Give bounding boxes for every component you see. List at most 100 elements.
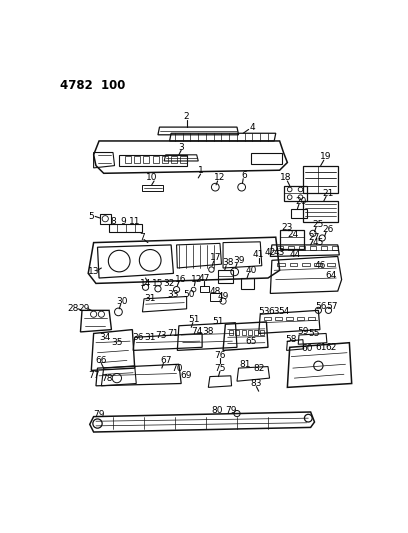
Text: 57: 57 xyxy=(326,302,337,311)
Text: 51: 51 xyxy=(188,315,200,324)
Bar xyxy=(229,330,233,335)
Text: 80: 80 xyxy=(212,406,223,415)
Text: 31: 31 xyxy=(144,294,156,303)
Text: 41: 41 xyxy=(253,251,264,260)
Text: 13: 13 xyxy=(88,268,100,276)
Text: 29: 29 xyxy=(78,304,89,313)
Text: 14: 14 xyxy=(140,279,151,288)
Text: 16: 16 xyxy=(175,275,187,284)
Text: 2: 2 xyxy=(184,112,189,121)
Text: 61: 61 xyxy=(315,343,326,352)
Bar xyxy=(210,294,222,301)
Text: 27: 27 xyxy=(309,233,320,241)
Text: 56: 56 xyxy=(315,302,326,311)
Text: 32: 32 xyxy=(163,279,175,288)
Text: 10: 10 xyxy=(146,173,157,182)
Text: 69: 69 xyxy=(181,372,193,381)
Bar xyxy=(200,286,209,292)
Text: 44: 44 xyxy=(290,251,301,260)
Text: 34: 34 xyxy=(100,333,111,342)
Bar xyxy=(286,317,293,320)
Text: 49: 49 xyxy=(217,292,229,301)
Bar xyxy=(288,246,294,249)
Text: 15: 15 xyxy=(152,279,164,288)
Bar xyxy=(290,263,297,266)
Text: 74: 74 xyxy=(191,327,202,336)
Text: 64: 64 xyxy=(326,271,337,280)
Bar xyxy=(162,156,168,163)
Text: 79: 79 xyxy=(225,406,237,415)
Bar xyxy=(264,317,271,320)
Text: 21: 21 xyxy=(323,189,334,198)
Text: 26: 26 xyxy=(323,225,334,234)
Text: 53: 53 xyxy=(258,308,270,317)
Text: 8: 8 xyxy=(110,217,116,227)
Text: 30: 30 xyxy=(117,297,128,305)
Text: 7: 7 xyxy=(140,233,145,241)
Bar xyxy=(242,330,246,335)
Text: 58: 58 xyxy=(286,335,297,344)
Bar xyxy=(134,156,140,163)
Text: 50: 50 xyxy=(183,290,195,300)
Text: 76: 76 xyxy=(214,351,226,360)
Bar xyxy=(260,330,264,335)
Text: 12: 12 xyxy=(191,275,202,284)
Bar xyxy=(248,330,252,335)
Text: 83: 83 xyxy=(251,379,262,388)
Text: 12: 12 xyxy=(214,173,226,182)
Text: 38: 38 xyxy=(202,327,213,336)
Text: 38: 38 xyxy=(222,258,233,267)
Text: 23: 23 xyxy=(282,223,293,232)
Bar xyxy=(277,263,285,266)
Text: 65: 65 xyxy=(245,337,257,346)
Text: 79: 79 xyxy=(93,410,105,419)
Text: 81: 81 xyxy=(239,360,251,369)
Bar xyxy=(235,330,239,335)
Text: 9: 9 xyxy=(120,217,126,227)
Text: 51: 51 xyxy=(212,318,223,326)
Text: 71: 71 xyxy=(168,329,179,338)
Bar xyxy=(171,156,177,163)
Text: 17: 17 xyxy=(210,254,221,262)
Bar xyxy=(327,263,335,266)
Text: 48: 48 xyxy=(210,287,221,296)
Bar xyxy=(299,246,305,249)
Text: 5: 5 xyxy=(89,212,94,221)
Text: 35: 35 xyxy=(111,338,123,347)
Bar xyxy=(153,156,159,163)
Text: 19: 19 xyxy=(320,152,332,161)
Text: 43: 43 xyxy=(274,248,285,257)
Text: 39: 39 xyxy=(233,256,244,265)
Bar xyxy=(277,246,284,249)
Bar xyxy=(297,317,304,320)
Text: 36: 36 xyxy=(132,333,144,342)
Text: 47: 47 xyxy=(199,273,210,282)
Text: 31: 31 xyxy=(144,333,156,342)
Text: 20: 20 xyxy=(295,197,306,206)
Bar xyxy=(254,330,258,335)
Bar xyxy=(310,246,316,249)
Text: 1: 1 xyxy=(198,166,204,175)
Text: 6: 6 xyxy=(242,171,248,180)
Text: 25: 25 xyxy=(313,220,324,229)
Bar xyxy=(124,156,131,163)
Bar xyxy=(332,246,338,249)
Text: 67: 67 xyxy=(160,356,171,365)
Text: 62: 62 xyxy=(326,343,337,352)
Bar xyxy=(302,263,310,266)
Text: 54: 54 xyxy=(278,308,289,317)
Text: 28: 28 xyxy=(67,304,78,313)
Bar xyxy=(275,317,282,320)
Text: 18: 18 xyxy=(280,173,292,182)
Text: 3: 3 xyxy=(178,143,184,151)
Text: 4: 4 xyxy=(250,123,255,132)
Text: 60: 60 xyxy=(301,344,313,353)
Text: 11: 11 xyxy=(129,217,140,227)
Bar xyxy=(279,230,304,249)
Bar xyxy=(180,156,186,163)
Text: 46: 46 xyxy=(315,261,326,270)
Text: 70: 70 xyxy=(171,364,182,373)
Text: 45: 45 xyxy=(313,238,324,247)
Text: 33: 33 xyxy=(168,290,179,300)
Text: 40: 40 xyxy=(245,266,257,275)
